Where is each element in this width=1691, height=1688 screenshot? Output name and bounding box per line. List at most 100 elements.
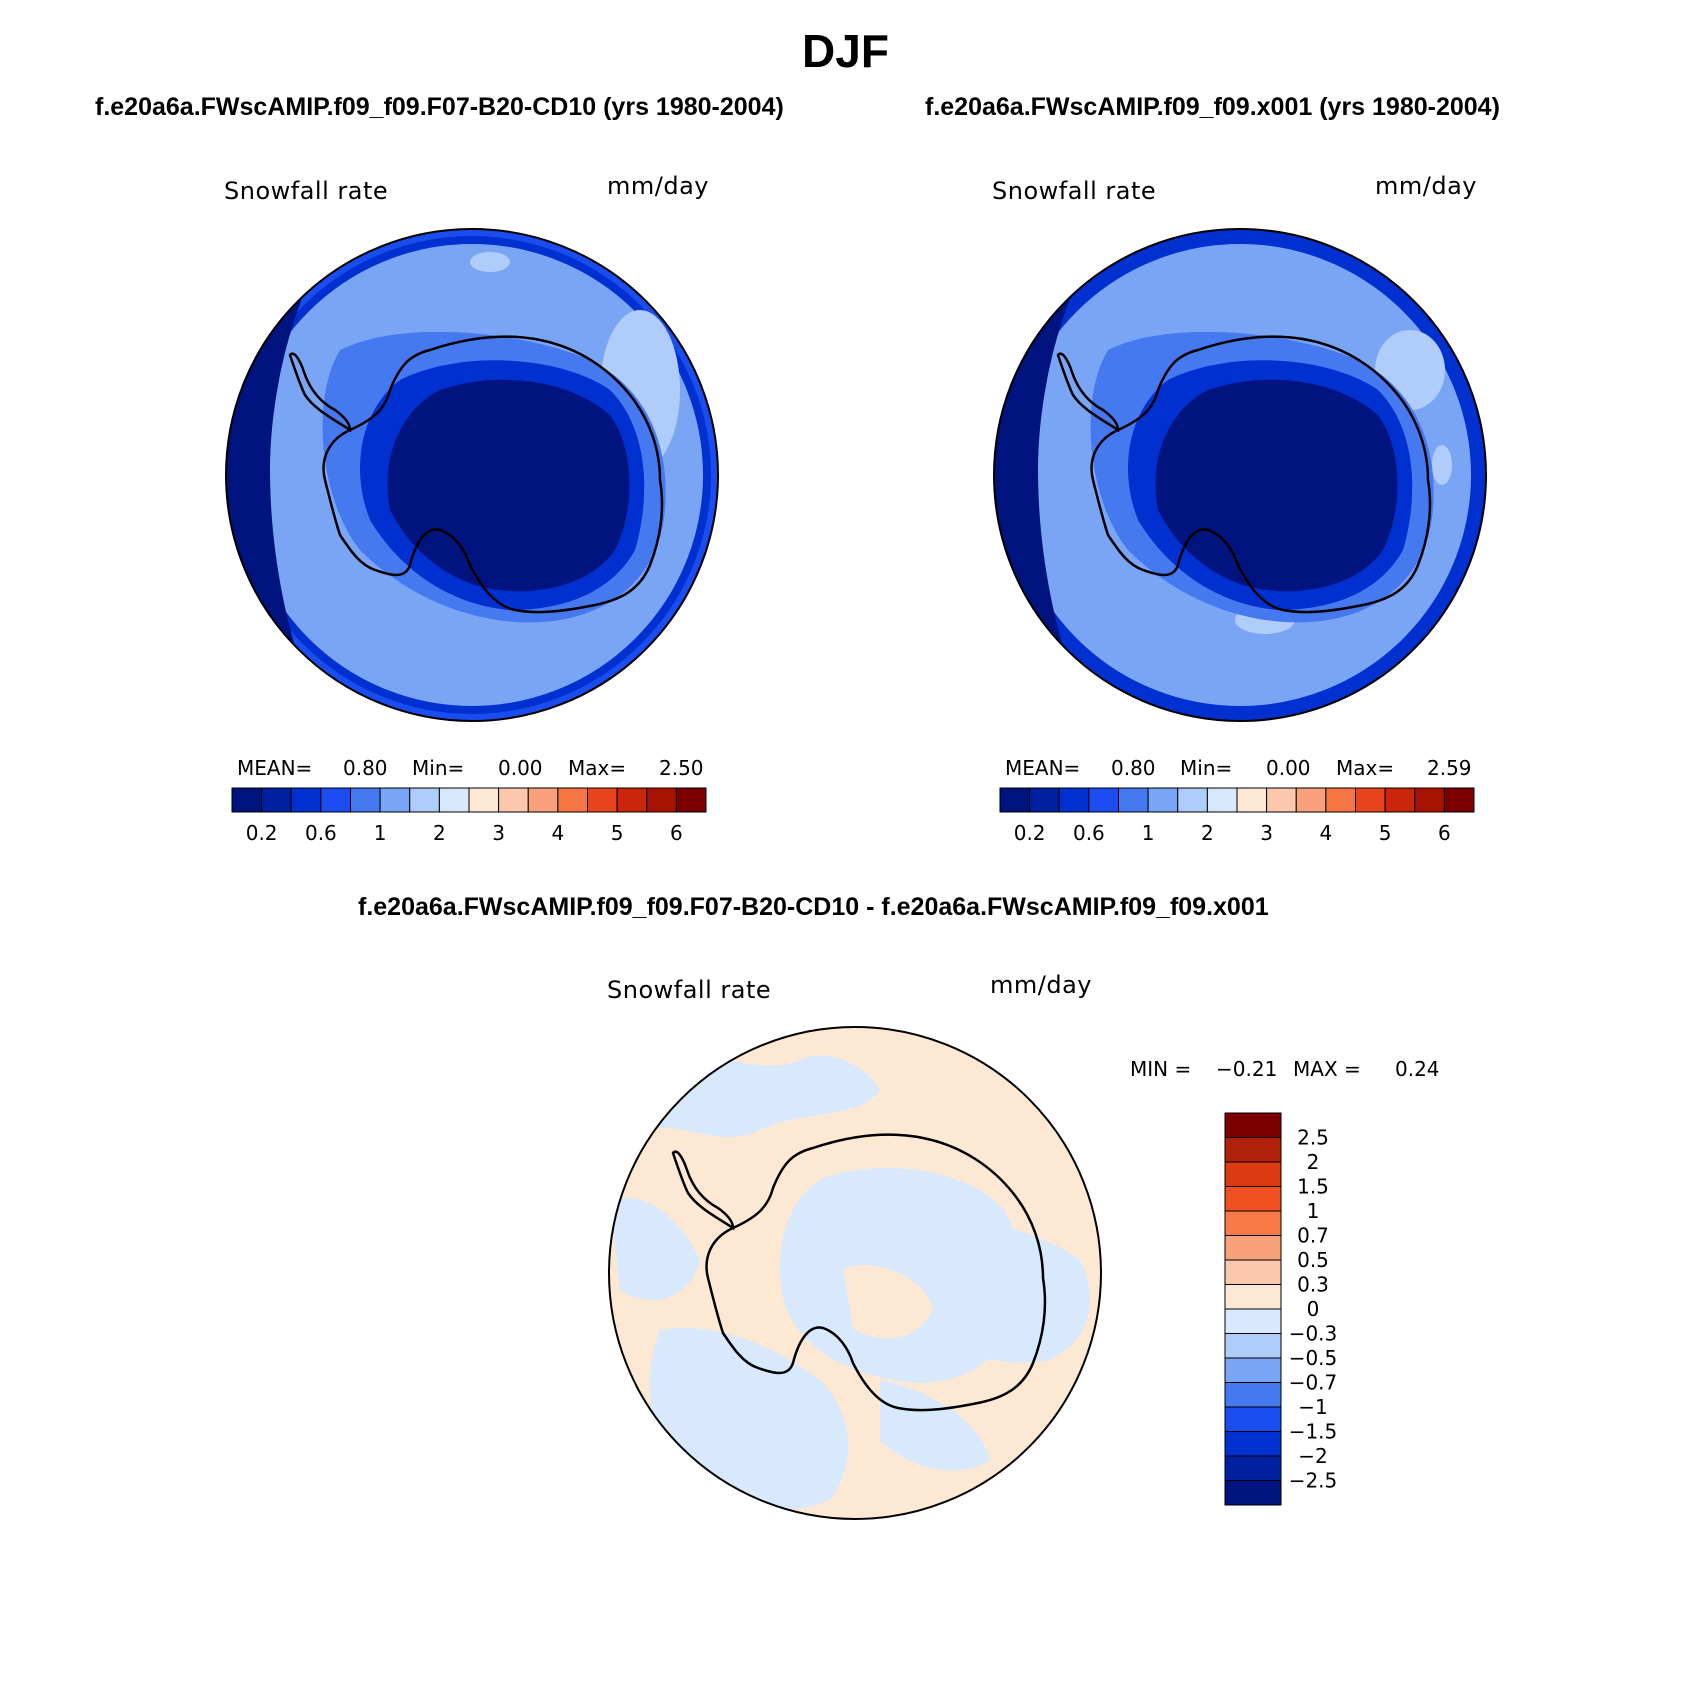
- diff-colorbar-cell: [1224, 1112, 1282, 1138]
- right-mean-label: MEAN=: [1005, 756, 1081, 780]
- diff-colorbar-cell: [1224, 1480, 1282, 1506]
- diff-colorbar-tick-label: 1: [1307, 1199, 1320, 1223]
- left-colorbar-cell: [498, 787, 529, 813]
- left-colorbar-cell: [468, 787, 500, 813]
- diff-colorbar-cell: [1224, 1455, 1282, 1481]
- right-colorbar-cell: [999, 787, 1031, 813]
- left-units-label: mm/day: [607, 172, 709, 200]
- right-colorbar-tick-label: 6: [1438, 821, 1451, 845]
- right-colorbar-tick-label: 0.6: [1073, 821, 1105, 845]
- right-colorbar-cell: [1384, 787, 1416, 813]
- diff-colorbar-cell: [1224, 1259, 1282, 1285]
- left-variable-label: Snowfall rate: [224, 177, 389, 205]
- right-colorbar-cell: [1443, 787, 1475, 813]
- left-colorbar-cell: [527, 787, 559, 813]
- left-colorbar-cell: [646, 787, 677, 813]
- main-title: DJF: [802, 25, 889, 77]
- left-colorbar-cell: [438, 787, 470, 813]
- left-min-value: 0.00: [498, 756, 543, 780]
- diff-colorbar-tick-label: −2.5: [1289, 1469, 1338, 1493]
- right-colorbar-cell: [1088, 787, 1119, 813]
- diff-colorbar-tick-label: 1.5: [1297, 1175, 1329, 1199]
- diff-colorbar-tick-label: 2: [1307, 1150, 1320, 1174]
- right-colorbar-cell: [1118, 787, 1149, 813]
- left-colorbar-tick-label: 2: [433, 821, 446, 845]
- left-colorbar-tick-label: 6: [670, 821, 683, 845]
- diff-colorbar-cell: [1224, 1186, 1282, 1212]
- right-map-border: [993, 228, 1487, 722]
- left-panel-title: f.e20a6a.FWscAMIP.f09_f09.F07-B20-CD10 (…: [95, 93, 784, 121]
- right-colorbar-cell: [1177, 787, 1208, 813]
- diff-colorbar-cell: [1224, 1382, 1282, 1408]
- diff-colorbar-cell: [1224, 1333, 1282, 1359]
- right-max-value: 2.59: [1427, 756, 1472, 780]
- left-mean-label: MEAN=: [237, 756, 313, 780]
- left-colorbar-cell: [557, 787, 588, 813]
- right-colorbar-cell: [1029, 787, 1060, 813]
- diff-colorbar-cell: [1224, 1357, 1282, 1383]
- right-mean-value: 0.80: [1111, 756, 1156, 780]
- left-colorbar-cell: [261, 787, 292, 813]
- right-units-label: mm/day: [1375, 172, 1477, 200]
- right-colorbar-cell: [1325, 787, 1356, 813]
- left-colorbar-tick-label: 0.2: [246, 821, 278, 845]
- right-colorbar-tick-label: 3: [1260, 821, 1273, 845]
- diff-colorbar-tick-label: −0.3: [1289, 1322, 1338, 1346]
- left-max-value: 2.50: [659, 756, 704, 780]
- left-min-label: Min=: [412, 756, 465, 780]
- diff-panel-title: f.e20a6a.FWscAMIP.f09_f09.F07-B20-CD10 -…: [358, 893, 1269, 921]
- right-min-label: Min=: [1180, 756, 1233, 780]
- right-colorbar-cell: [1147, 787, 1179, 813]
- left-mean-value: 0.80: [343, 756, 388, 780]
- right-colorbar-tick-label: 0.2: [1014, 821, 1046, 845]
- diff-max-value: 0.24: [1395, 1057, 1440, 1081]
- left-colorbar-cell: [616, 787, 648, 813]
- right-colorbar: 0.2 0.6 1 2 3 4 5 6: [999, 787, 1475, 845]
- right-colorbar-cell: [1058, 787, 1090, 813]
- right-min-value: 0.00: [1266, 756, 1311, 780]
- diff-colorbar: 2.521.510.70.50.30−0.3−0.5−0.7−1−1.5−2−2…: [1224, 1112, 1338, 1506]
- left-colorbar-cell: [675, 787, 707, 813]
- left-colorbar-tick-label: 0.6: [305, 821, 337, 845]
- left-map: [226, 229, 718, 721]
- diff-colorbar-tick-label: 0.5: [1297, 1248, 1329, 1272]
- left-colorbar-tick-label: 5: [611, 821, 624, 845]
- diff-colorbar-tick-label: −0.5: [1289, 1346, 1338, 1370]
- diff-colorbar-tick-label: −2: [1298, 1444, 1327, 1468]
- diff-colorbar-cell: [1224, 1137, 1282, 1163]
- diff-map: [609, 1027, 1101, 1519]
- right-colorbar-tick-label: 1: [1142, 821, 1155, 845]
- left-max-label: Max=: [568, 756, 627, 780]
- right-colorbar-tick-label: 2: [1201, 821, 1214, 845]
- left-colorbar-cell: [290, 787, 322, 813]
- diff-min-value: −0.21: [1216, 1057, 1278, 1081]
- diff-colorbar-tick-label: −1.5: [1289, 1420, 1338, 1444]
- left-colorbar-tick-label: 1: [374, 821, 387, 845]
- left-colorbar-cell: [231, 787, 263, 813]
- left-colorbar-cell: [320, 787, 351, 813]
- right-colorbar-cell: [1266, 787, 1297, 813]
- left-colorbar-cell: [379, 787, 411, 813]
- right-colorbar-cell: [1414, 787, 1445, 813]
- right-colorbar-cell: [1355, 787, 1386, 813]
- diff-colorbar-cell: [1224, 1406, 1282, 1432]
- diff-colorbar-cell: [1224, 1210, 1282, 1236]
- diff-colorbar-tick-label: 0.3: [1297, 1273, 1329, 1297]
- right-colorbar-cell: [1236, 787, 1268, 813]
- diff-colorbar-cell: [1224, 1308, 1282, 1334]
- diff-colorbar-cell: [1224, 1161, 1282, 1187]
- diff-colorbar-tick-label: 2.5: [1297, 1126, 1329, 1150]
- diff-map-border: [608, 1026, 1102, 1520]
- diff-colorbar-tick-label: −1: [1298, 1395, 1327, 1419]
- diff-colorbar-tick-label: −0.7: [1289, 1371, 1338, 1395]
- left-colorbar-cell: [587, 787, 618, 813]
- diff-colorbar-tick-label: 0.7: [1297, 1224, 1329, 1248]
- left-colorbar-tick-label: 4: [552, 821, 565, 845]
- left-colorbar: 0.2 0.6 1 2 3 4 5 6: [231, 787, 707, 845]
- diff-variable-label: Snowfall rate: [607, 976, 772, 1004]
- left-colorbar-tick-label: 3: [492, 821, 505, 845]
- right-panel-title: f.e20a6a.FWscAMIP.f09_f09.x001 (yrs 1980…: [925, 93, 1500, 121]
- right-colorbar-tick-label: 4: [1320, 821, 1333, 845]
- diff-colorbar-tick-label: 0: [1307, 1297, 1320, 1321]
- right-variable-label: Snowfall rate: [992, 177, 1157, 205]
